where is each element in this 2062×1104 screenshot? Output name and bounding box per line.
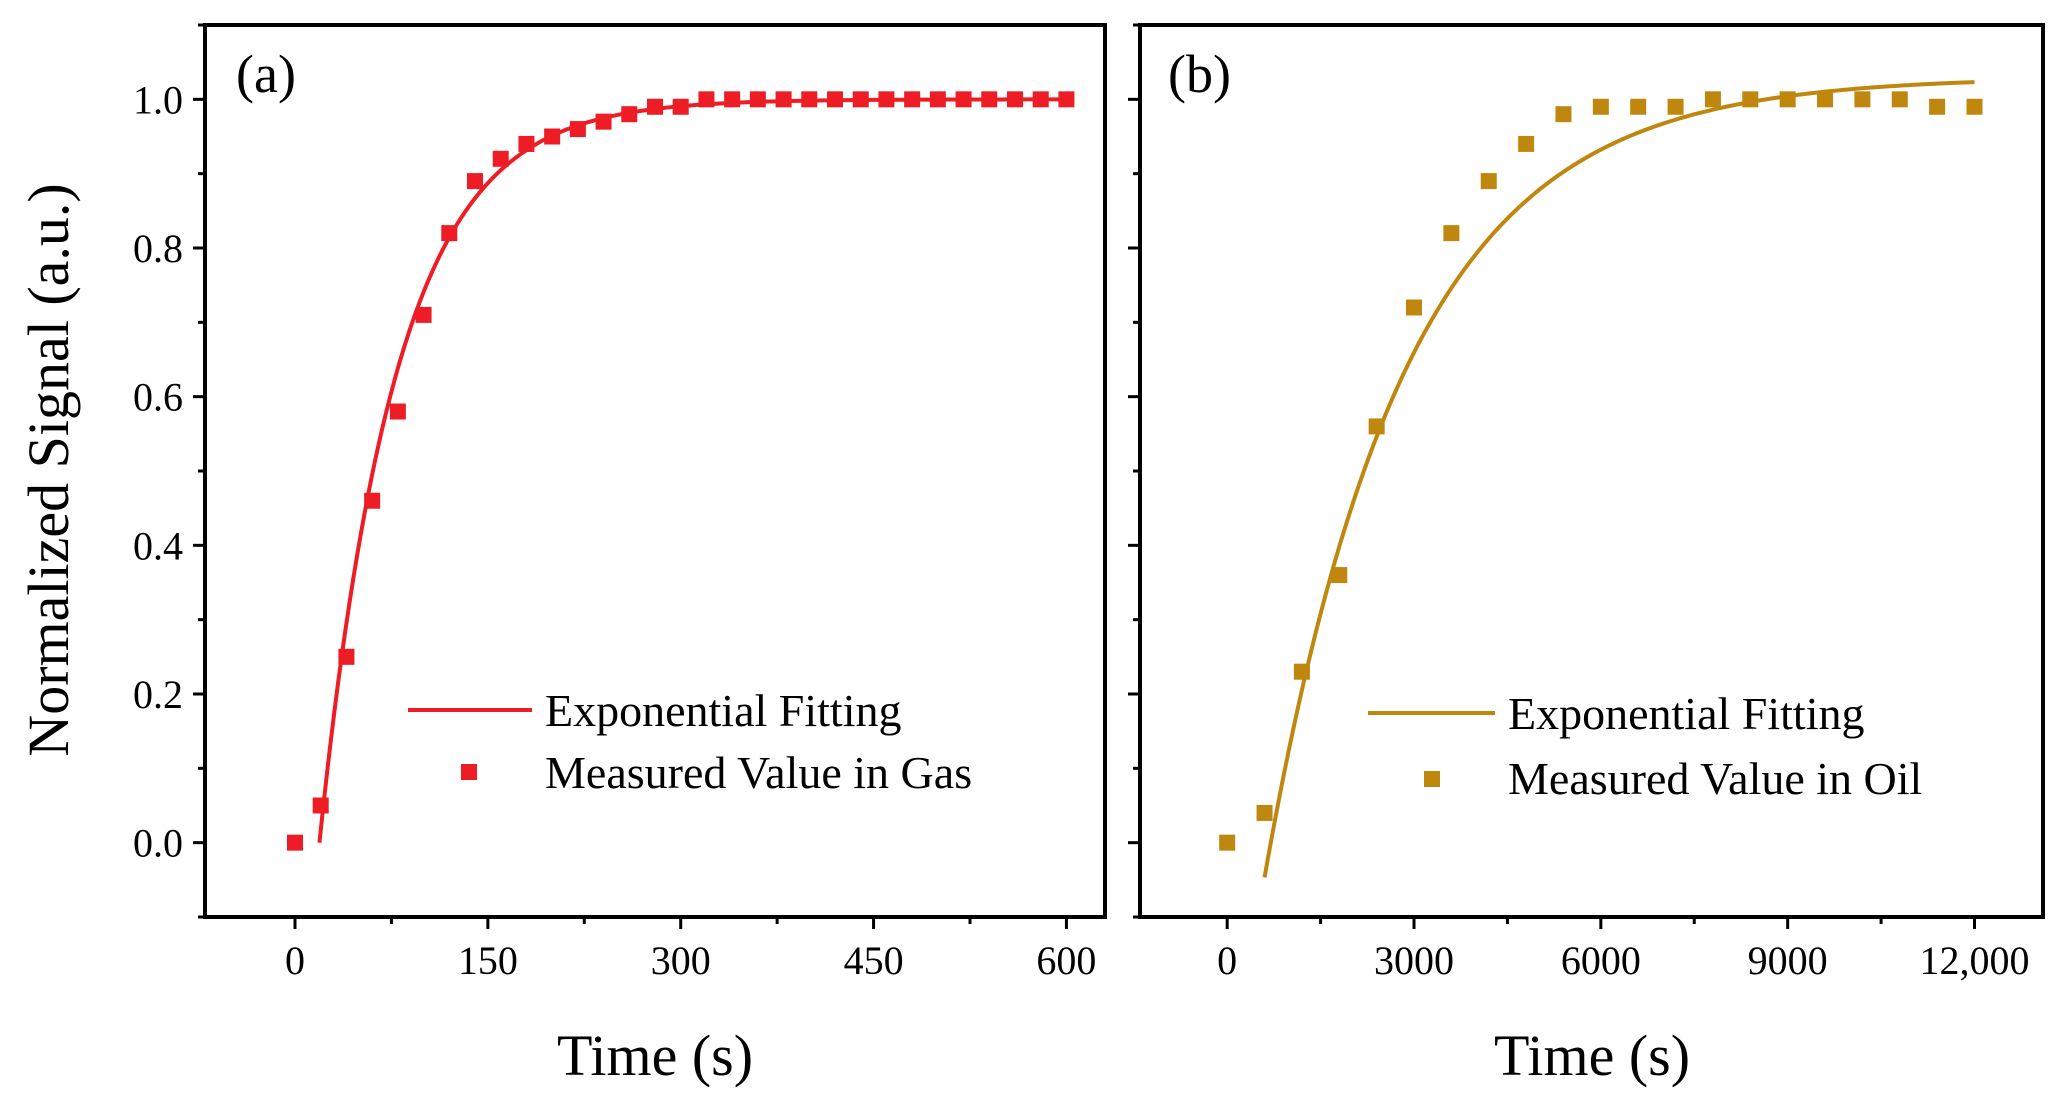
panel-a-data-point bbox=[364, 492, 381, 509]
panel-b-data-point bbox=[1406, 299, 1423, 316]
panel-b-data-point bbox=[1219, 834, 1236, 851]
panel-a-data-point bbox=[389, 403, 406, 420]
panel-b-data-point bbox=[1518, 135, 1535, 152]
panel-a-x-tick-label: 450 bbox=[844, 938, 904, 983]
panel-b-x-axis-title: Time (s) bbox=[1494, 1023, 1690, 1088]
panel-b-data-point bbox=[1480, 173, 1497, 190]
panel-b-data-point bbox=[1817, 91, 1834, 108]
panel-a: 0.0 0.2 0.4 0.6 0.8 1.0 0 150 300 450 600 (a) Time… bbox=[133, 23, 1107, 1088]
panel-b-data-point bbox=[1854, 91, 1871, 108]
panel-b-data-point bbox=[1368, 418, 1385, 435]
panel-a-data-point bbox=[827, 91, 843, 108]
panel-b-data-point bbox=[1929, 98, 1946, 115]
panel-b-data-point bbox=[1891, 91, 1908, 108]
panel-a-plot-area: 0.0 0.2 0.4 0.6 0.8 1.0 0 150 300 450 600 bbox=[133, 23, 1096, 983]
panel-a-data-point bbox=[981, 91, 998, 108]
panel-a-data-point bbox=[801, 91, 818, 108]
panel-a-frame bbox=[203, 23, 1107, 919]
panel-b-data-point bbox=[1331, 567, 1348, 584]
panel-a-data-point bbox=[338, 648, 355, 665]
panel-a-data-point bbox=[1032, 91, 1049, 108]
panel-a-data-point bbox=[544, 128, 561, 145]
panel-a-data-point bbox=[904, 91, 921, 108]
panel-b-plot-area: 0 3000 6000 9000 12,000 bbox=[1128, 23, 2029, 983]
panel-a-data-point bbox=[749, 91, 766, 108]
panel-b-legend-measured-label: Measured Value in Oil bbox=[1508, 753, 1922, 804]
panel-b-data-point bbox=[1742, 91, 1759, 108]
panel-b-x-tick-label: 0 bbox=[1217, 938, 1237, 983]
panel-b-data-point bbox=[1779, 91, 1796, 108]
panel-b-frame bbox=[1138, 23, 2045, 919]
panel-a-data-point bbox=[647, 98, 663, 115]
y-axis-title: Normalized Signal (a.u.) bbox=[16, 183, 81, 756]
panel-a-data-point bbox=[724, 91, 741, 108]
panel-a-data-point bbox=[287, 834, 303, 851]
panel-a-data-point bbox=[518, 135, 535, 152]
panel-b-x-tick-label: 6000 bbox=[1561, 938, 1641, 983]
panel-b-data-point bbox=[1443, 225, 1460, 242]
panel-b-data-point bbox=[1555, 106, 1572, 123]
panel-a-legend: Exponential Fitting Measured Value in Ga… bbox=[408, 685, 972, 798]
panel-a-data-point bbox=[1007, 91, 1023, 108]
panel-a-data-point bbox=[698, 91, 715, 108]
panel-a-x-tick-label: 150 bbox=[458, 938, 518, 983]
panel-a-legend-measured-swatch bbox=[461, 764, 477, 780]
panel-a-data-point bbox=[672, 98, 689, 115]
panel-b-data-point bbox=[1667, 98, 1684, 115]
panel-b-data-point bbox=[1592, 98, 1609, 115]
panel-a-y-tick-label: 0.6 bbox=[133, 375, 183, 420]
panel-a-y-tick-label: 0.4 bbox=[133, 523, 183, 568]
panel-b-legend: Exponential Fitting Measured Value in Oi… bbox=[1368, 688, 1922, 804]
panel-a-x-tick-label: 300 bbox=[651, 938, 711, 983]
panel-a-legend-fit-label: Exponential Fitting bbox=[545, 685, 901, 736]
panel-a-y-tick-label: 0.0 bbox=[133, 821, 183, 866]
panel-b-data-point bbox=[1966, 98, 1983, 115]
panel-b-legend-measured-swatch bbox=[1424, 771, 1440, 787]
panel-a-x-tick-label: 600 bbox=[1036, 938, 1096, 983]
panel-a-data-point bbox=[929, 91, 946, 108]
panel-b-x-tick-label: 9000 bbox=[1748, 938, 1828, 983]
panel-a-x-axis-title: Time (s) bbox=[557, 1023, 753, 1088]
panel-b-data-point bbox=[1256, 804, 1273, 821]
panel-a-y-tick-label: 0.8 bbox=[133, 226, 183, 271]
panel-b-x-tick-label: 12,000 bbox=[1919, 938, 2029, 983]
panel-a-data-point bbox=[441, 225, 458, 242]
panel-b-label: (b) bbox=[1168, 44, 1231, 104]
panel-b-legend-fit-label: Exponential Fitting bbox=[1508, 688, 1864, 739]
panel-b-data-point bbox=[1704, 91, 1721, 108]
panel-a-data-point bbox=[467, 173, 483, 190]
panel-a-legend-measured-label: Measured Value in Gas bbox=[545, 747, 972, 798]
panel-a-data-point bbox=[1058, 91, 1075, 108]
panel-a-data-point bbox=[569, 121, 586, 138]
panel-a-data-point bbox=[955, 91, 972, 108]
panel-b-data-point bbox=[1293, 663, 1310, 680]
panel-a-label: (a) bbox=[236, 44, 296, 104]
panel-a-data-point bbox=[775, 91, 792, 108]
panel-a-data-point bbox=[492, 150, 509, 167]
panel-a-data-point bbox=[621, 106, 638, 123]
panel-b-x-tick-label: 3000 bbox=[1374, 938, 1454, 983]
panel-a-y-tick-label: 1.0 bbox=[133, 77, 183, 122]
panel-a-x-tick-label: 0 bbox=[285, 938, 305, 983]
panel-a-data-point bbox=[852, 91, 869, 108]
panel-b: 0 3000 6000 9000 12,000 (b) Time (s) Exponen… bbox=[1128, 23, 2045, 1088]
panel-a-data-point bbox=[415, 306, 432, 323]
panel-a-data-point bbox=[878, 91, 895, 108]
panel-a-data-point bbox=[312, 797, 329, 814]
panel-a-y-tick-label: 0.2 bbox=[133, 672, 183, 717]
panel-a-data-point bbox=[595, 113, 612, 130]
panel-b-data-point bbox=[1630, 98, 1647, 115]
